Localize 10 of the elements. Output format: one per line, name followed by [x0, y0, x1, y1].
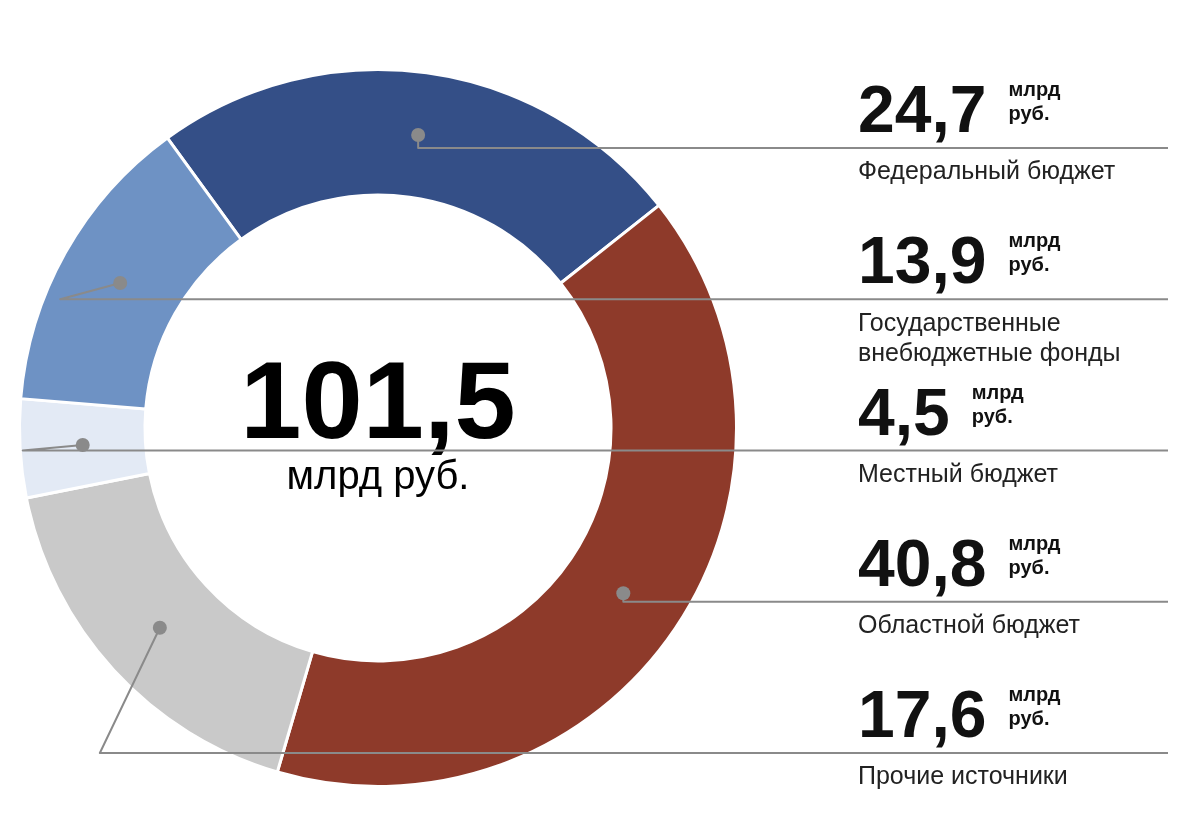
- slice-label: Областной бюджет: [858, 610, 1081, 639]
- slice-label: Федеральный бюджет: [858, 156, 1116, 185]
- data-label: 17,6 млрд руб.: [858, 677, 1061, 751]
- data-label: 13,9 млрд руб.: [858, 223, 1061, 298]
- slice-label: Местный бюджет: [858, 458, 1059, 487]
- data-label: 40,8 млрд руб.: [858, 525, 1061, 600]
- data-label: 4,5 млрд руб.: [858, 374, 1024, 449]
- data-label: 24,7 млрд руб.: [858, 72, 1061, 146]
- slice-label: Государственные внебюджетные фонды: [858, 307, 1121, 366]
- slice-label: Прочие источники: [858, 761, 1068, 790]
